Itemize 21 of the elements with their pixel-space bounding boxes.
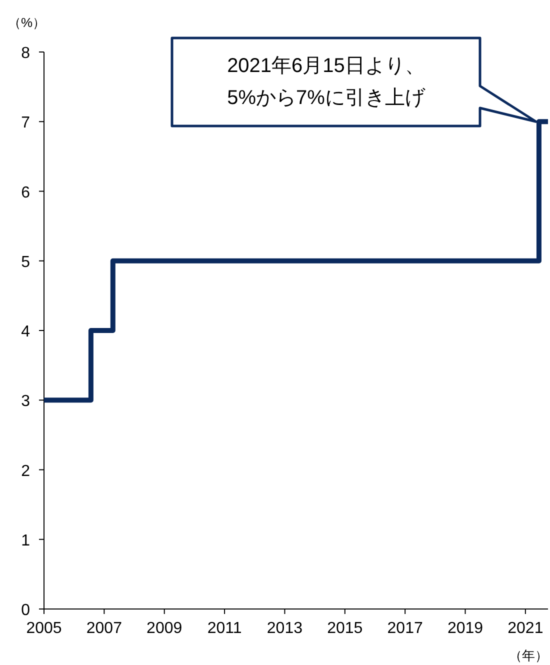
y-tick-label: 4 bbox=[21, 324, 30, 340]
y-tick-label: 1 bbox=[21, 532, 30, 550]
annotation: 2021年6月15日より、5%から7%に引き上げ bbox=[227, 55, 426, 109]
y-tick-label: 3 bbox=[21, 393, 30, 410]
y-tick-label: 6 bbox=[21, 184, 30, 202]
x-tick-label: 2011 bbox=[207, 620, 242, 637]
y-axis-title: （%） bbox=[8, 15, 46, 30]
x-tick-label: 2013 bbox=[266, 620, 303, 637]
y-tick-label: 2 bbox=[21, 462, 30, 480]
x-tick-label: 2019 bbox=[447, 620, 484, 637]
x-axis-title: （年） bbox=[509, 648, 548, 663]
x-tick-label: 2005 bbox=[26, 620, 62, 637]
x-tick-label: 2009 bbox=[146, 620, 182, 637]
x-tick-label: 2021 bbox=[508, 620, 544, 637]
y-tick-label: 7 bbox=[21, 114, 30, 132]
x-tick-label: 2017 bbox=[387, 620, 423, 637]
x-tick-label: 2015 bbox=[327, 620, 363, 637]
y-tick-label: 5 bbox=[21, 254, 30, 271]
x-tick-label: 2007 bbox=[86, 620, 122, 637]
y-tick-label: 8 bbox=[21, 45, 30, 62]
y-tick-label: 0 bbox=[21, 602, 30, 619]
